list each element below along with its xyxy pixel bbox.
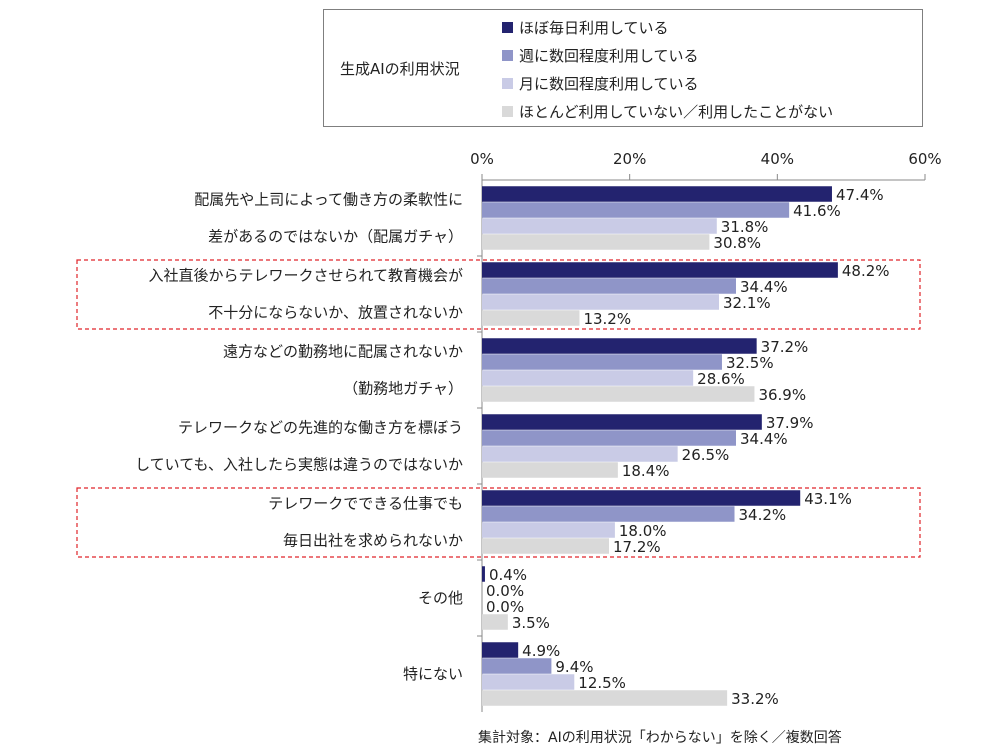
category-label: テレワークでできる仕事でも bbox=[268, 495, 463, 513]
data-label: 4.9% bbox=[522, 642, 560, 660]
category-label: その他 bbox=[418, 589, 463, 607]
data-label: 47.4% bbox=[836, 186, 884, 204]
legend-item-monthly: 月に数回程度利用している bbox=[502, 73, 699, 94]
bar bbox=[482, 262, 838, 278]
legend-swatch-rarely bbox=[502, 106, 513, 117]
legend-item-rarely: ほとんど利用していない／利用したことがない bbox=[502, 101, 833, 122]
data-label: 17.2% bbox=[613, 538, 661, 556]
data-label: 36.9% bbox=[758, 386, 806, 404]
bar bbox=[482, 614, 508, 630]
data-label: 9.4% bbox=[555, 658, 593, 676]
bar bbox=[482, 658, 552, 674]
data-label: 18.4% bbox=[622, 462, 670, 480]
bar bbox=[482, 386, 755, 402]
data-label: 34.2% bbox=[739, 506, 787, 524]
category-label: 差があるのではないか（配属ガチャ） bbox=[208, 228, 463, 246]
data-label: 26.5% bbox=[682, 446, 730, 464]
bar bbox=[482, 294, 720, 310]
x-tick-label: 60% bbox=[908, 150, 941, 168]
data-label: 0.0% bbox=[486, 598, 524, 616]
data-label: 18.0% bbox=[619, 522, 667, 540]
data-label: 0.0% bbox=[486, 582, 524, 600]
legend-swatch-daily bbox=[502, 22, 513, 33]
data-label: 3.5% bbox=[512, 614, 550, 632]
data-label: 37.2% bbox=[761, 338, 809, 356]
legend-item-weekly: 週に数回程度利用している bbox=[502, 45, 699, 66]
data-label: 28.6% bbox=[697, 370, 745, 388]
footnote: 集計対象：AIの利用状況「わからない」を除く／複数回答 bbox=[478, 730, 842, 746]
bar bbox=[482, 370, 694, 386]
bar bbox=[482, 642, 519, 658]
data-label: 41.6% bbox=[793, 202, 841, 220]
data-label: 34.4% bbox=[740, 278, 788, 296]
bar bbox=[482, 490, 801, 506]
data-label: 32.1% bbox=[723, 294, 771, 312]
legend-title: 生成AIの利用状況 bbox=[340, 60, 460, 78]
data-label: 34.4% bbox=[740, 430, 788, 448]
category-label: 毎日出社を求められないか bbox=[283, 532, 463, 550]
data-label: 37.9% bbox=[766, 414, 814, 432]
data-label: 13.2% bbox=[583, 310, 631, 328]
bar bbox=[482, 202, 790, 218]
legend-label-monthly: 月に数回程度利用している bbox=[519, 75, 699, 93]
legend-label-daily: ほぼ毎日利用している bbox=[519, 19, 669, 37]
bar bbox=[482, 234, 710, 250]
x-tick-label: 0% bbox=[470, 150, 494, 168]
data-label: 30.8% bbox=[713, 234, 761, 252]
bar bbox=[482, 538, 609, 554]
bar bbox=[482, 414, 762, 430]
data-label: 31.8% bbox=[721, 218, 769, 236]
data-label: 33.2% bbox=[731, 690, 779, 708]
data-label: 32.5% bbox=[726, 354, 774, 372]
bar bbox=[482, 462, 618, 478]
bar bbox=[482, 354, 722, 370]
bar bbox=[482, 506, 735, 522]
highlight-box bbox=[76, 487, 921, 558]
bar bbox=[482, 446, 678, 462]
bar bbox=[482, 430, 736, 446]
bar bbox=[482, 674, 575, 690]
category-label: していても、入社したら実態は違うのではないか bbox=[135, 456, 463, 474]
bar bbox=[482, 218, 717, 234]
legend-item-daily: ほぼ毎日利用している bbox=[502, 17, 669, 38]
data-label: 43.1% bbox=[804, 490, 852, 508]
category-label: 遠方などの勤務地に配属されないか bbox=[223, 343, 463, 361]
data-label: 12.5% bbox=[578, 674, 626, 692]
bar bbox=[482, 338, 757, 354]
category-label: テレワークなどの先進的な働き方を標ぼう bbox=[178, 419, 463, 437]
bar bbox=[482, 310, 580, 326]
category-label: 不十分にならないか、放置されないか bbox=[208, 304, 463, 322]
category-label: 特にない bbox=[403, 665, 463, 683]
legend-swatch-monthly bbox=[502, 78, 513, 89]
category-label: （勤務地ガチャ） bbox=[343, 380, 463, 398]
legend: 生成AIの利用状況 ほぼ毎日利用している 週に数回程度利用している 月に数回程度… bbox=[323, 9, 923, 127]
legend-label-weekly: 週に数回程度利用している bbox=[519, 47, 699, 65]
highlight-box bbox=[76, 259, 921, 330]
bar bbox=[482, 690, 728, 706]
bar bbox=[482, 522, 615, 538]
bar bbox=[482, 566, 485, 582]
bar bbox=[482, 186, 832, 202]
x-tick-label: 20% bbox=[613, 150, 646, 168]
data-label: 0.4% bbox=[489, 566, 527, 584]
legend-swatch-weekly bbox=[502, 50, 513, 61]
x-tick-label: 40% bbox=[761, 150, 794, 168]
category-label: 配属先や上司によって働き方の柔軟性に bbox=[194, 191, 463, 209]
bar bbox=[482, 278, 736, 294]
category-label: 入社直後からテレワークさせられて教育機会が bbox=[148, 267, 463, 285]
legend-label-rarely: ほとんど利用していない／利用したことがない bbox=[519, 103, 834, 121]
data-label: 48.2% bbox=[842, 262, 890, 280]
